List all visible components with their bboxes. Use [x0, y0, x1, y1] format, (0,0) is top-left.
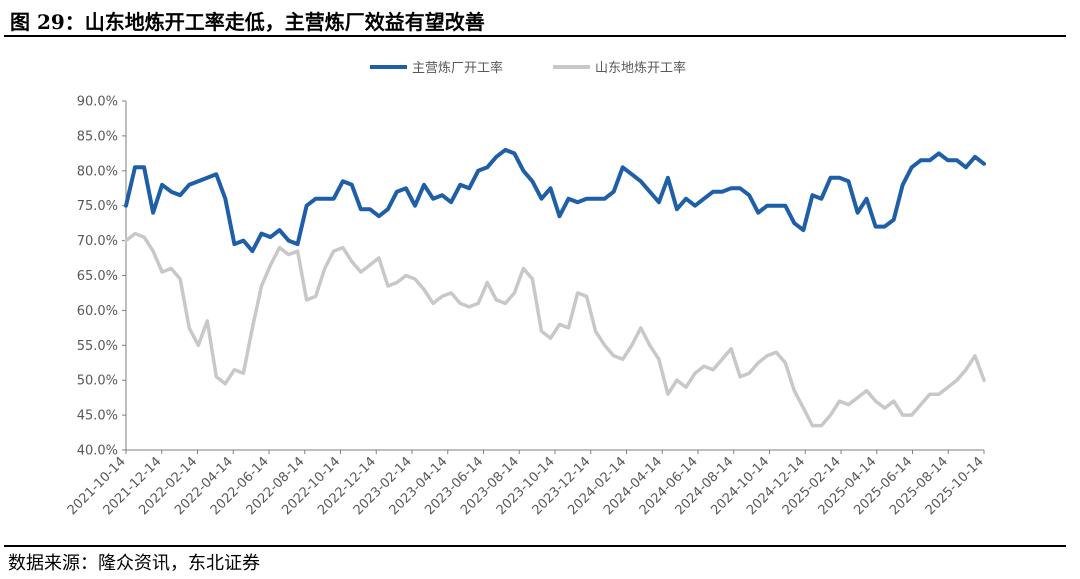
series-layer [124, 147, 986, 428]
y-tick-label: 60.0% [77, 304, 118, 319]
y-tick-label: 55.0% [77, 339, 118, 354]
y-tick-label: 90.0% [77, 95, 118, 110]
y-tick-label: 80.0% [77, 164, 118, 179]
line-chart: 主营炼厂开工率 山东地炼开工率 90.0% 85.0% 80.0% 75.0% 70.0%… [65, 60, 987, 518]
y-tick-label: 50.0% [77, 374, 118, 389]
y-tick-label: 45.0% [77, 409, 118, 424]
bottom-rule [4, 545, 1066, 547]
y-tick-label: 75.0% [77, 199, 118, 214]
series-line-shandong-refinery [124, 231, 986, 428]
y-tick-label: 85.0% [77, 129, 118, 144]
legend: 主营炼厂开工率 山东地炼开工率 [370, 60, 686, 76]
legend-label: 山东地炼开工率 [595, 60, 686, 76]
y-tick-label: 40.0% [77, 444, 118, 459]
source-note: 数据来源：隆众资讯，东北证券 [8, 553, 260, 574]
y-axis: 90.0% 85.0% 80.0% 75.0% 70.0% 65.0% 60.0% 55.0%… [77, 95, 127, 459]
top-rule [4, 35, 1066, 37]
x-axis: 2021-10-142021-12-142022-02-142022-04-14… [65, 449, 987, 518]
series-line-main-refinery [124, 147, 986, 254]
y-tick-label: 70.0% [77, 234, 118, 249]
figure-title: 图 29：山东地炼开工率走低，主营炼厂效益有望改善 [10, 10, 485, 34]
y-tick-label: 65.0% [77, 269, 118, 284]
legend-label: 主营炼厂开工率 [412, 60, 503, 76]
